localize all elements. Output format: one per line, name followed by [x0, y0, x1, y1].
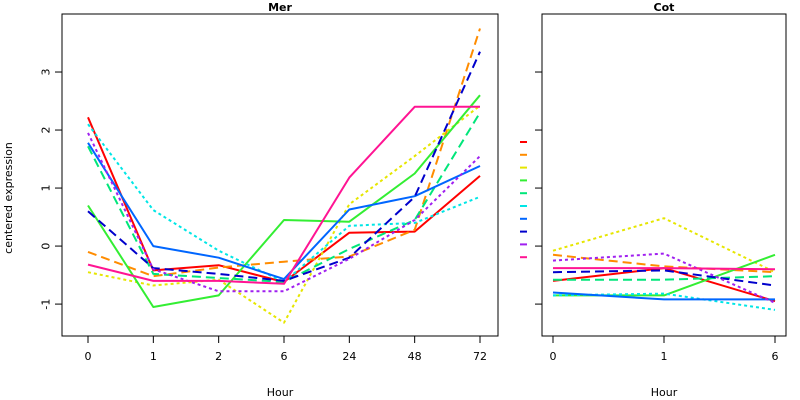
- cot-y-axis: [535, 71, 542, 305]
- mer-x-tick-label: 0: [85, 350, 92, 363]
- mer-y-axis: -1 0 1 2 3: [40, 69, 62, 310]
- cot-series-line-9: [552, 252, 776, 304]
- mer-x-tick-label: 48: [408, 350, 422, 363]
- cot-x-axis: 0 1 6: [550, 336, 779, 363]
- mer-series-line-3: [87, 104, 481, 324]
- mer-x-tick-label: 24: [342, 350, 356, 363]
- mer-series-line-7: [87, 142, 481, 281]
- mer-ylabel: centered expression: [2, 142, 15, 254]
- mer-x-axis: 0 1 2 6 24 48 72: [85, 336, 487, 363]
- panel-cot: Cot Hour 0 1 6: [535, 1, 787, 399]
- cot-series-line-10: [553, 267, 776, 271]
- mer-xlabel: Hour: [267, 386, 294, 399]
- cot-title: Cot: [654, 1, 675, 14]
- series-key-column: [520, 141, 527, 259]
- cot-plot-frame: [541, 13, 787, 337]
- mer-x-tick-label: 72: [473, 350, 487, 363]
- mer-y-tick-label: 0: [40, 243, 53, 250]
- mer-series-line-4: [87, 94, 481, 308]
- mer-series-line-6: [87, 123, 481, 283]
- cot-x-tick-label: 0: [550, 350, 557, 363]
- cot-series-line-4: [553, 253, 776, 297]
- cot-series-line-8: [552, 269, 776, 287]
- mer-x-tick-label: 1: [150, 350, 157, 363]
- mer-series-lines: [87, 28, 481, 324]
- cot-series-line-3: [552, 217, 776, 274]
- mer-title: Mer: [268, 1, 292, 14]
- mer-plot-frame: [61, 13, 499, 337]
- mer-series-line-2: [87, 28, 481, 278]
- mer-y-tick-label: 2: [40, 127, 53, 134]
- cot-x-tick-label: 6: [772, 350, 779, 363]
- mer-y-tick-label: 1: [40, 185, 53, 192]
- cot-series-line-2: [552, 253, 776, 274]
- mer-y-tick-label: 3: [40, 69, 53, 76]
- mer-x-tick-label: 6: [281, 350, 288, 363]
- cot-x-tick-label: 1: [661, 350, 668, 363]
- mer-y-tick-label: -1: [40, 299, 53, 310]
- cot-series-line-7: [552, 291, 775, 301]
- panel-mer: Mer Hour centered expression -1 0 1 2 3 0 1 2 6…: [2, 1, 499, 399]
- mer-series-line-1: [87, 116, 481, 283]
- cot-series-line-5: [553, 275, 776, 281]
- mer-series-line-10: [87, 105, 480, 285]
- mer-x-tick-label: 2: [215, 350, 222, 363]
- cot-series-lines: [552, 217, 776, 311]
- cot-xlabel: Hour: [651, 386, 678, 399]
- mer-series-line-9: [87, 132, 481, 293]
